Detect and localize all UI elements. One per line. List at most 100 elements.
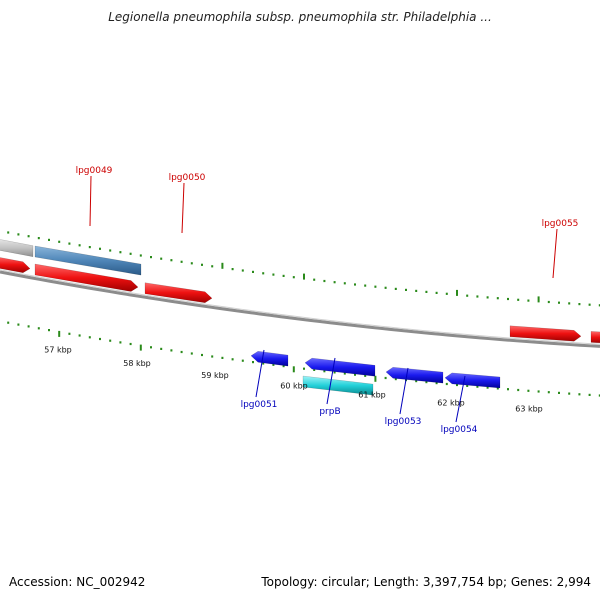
minor-tick: [27, 235, 30, 238]
major-tick: [221, 262, 224, 269]
minor-tick: [476, 385, 479, 388]
outer-tick-track: [7, 231, 600, 307]
major-tick: [303, 273, 305, 280]
minor-tick: [180, 260, 183, 263]
minor-tick: [48, 238, 50, 241]
minor-tick: [48, 329, 50, 332]
prpb-gene: [304, 357, 376, 377]
minor-tick: [343, 372, 346, 375]
minor-tick: [109, 249, 112, 252]
minor-tick: [282, 274, 285, 277]
minor-tick: [313, 368, 316, 371]
minor-tick: [578, 393, 581, 396]
minor-tick: [415, 380, 418, 383]
minor-tick: [343, 282, 346, 285]
minor-tick: [547, 300, 550, 304]
kbp-label: 61 kbp: [358, 391, 386, 400]
minor-tick: [27, 325, 30, 328]
minor-tick: [333, 371, 336, 374]
minor-tick: [190, 352, 193, 355]
minor-tick: [405, 288, 407, 291]
lpg0051-gene: [250, 350, 289, 367]
minor-tick: [425, 290, 428, 293]
kbp-label: 60 kbp: [280, 381, 308, 390]
minor-tick: [119, 251, 122, 254]
gene-feature: [0, 257, 31, 274]
minor-tick: [262, 362, 265, 365]
minor-tick: [588, 303, 591, 306]
minor-tick: [568, 392, 571, 395]
minor-tick: [7, 231, 10, 234]
lpg0054-label: lpg0054: [441, 425, 478, 435]
minor-tick: [354, 283, 356, 286]
minor-tick: [241, 359, 244, 362]
minor-tick: [272, 273, 275, 276]
gene-track: [0, 239, 600, 396]
lpg0050-gene: [144, 282, 213, 304]
minor-tick: [252, 270, 254, 273]
genome-backbone: [0, 269, 600, 348]
minor-tick: [456, 383, 458, 387]
genome-title: Legionella pneumophila subsp. pneumophil…: [108, 10, 492, 24]
minor-tick: [190, 262, 193, 265]
minor-tick: [496, 387, 499, 390]
minor-tick: [201, 353, 203, 357]
kbp-label: 58 kbp: [123, 359, 151, 368]
minor-tick: [578, 303, 581, 306]
minor-tick: [252, 361, 254, 364]
minor-tick: [333, 281, 336, 284]
minor-tick: [323, 370, 326, 373]
minor-tick: [211, 265, 214, 268]
minor-tick: [435, 382, 438, 385]
minor-tick: [17, 323, 20, 326]
minor-tick: [231, 268, 234, 271]
genome-summary: Topology: circular; Length: 3,397,754 bp…: [261, 575, 591, 589]
lpg0049-label: lpg0049: [76, 166, 113, 176]
minor-tick: [394, 378, 397, 381]
minor-tick: [37, 237, 40, 240]
minor-tick: [88, 336, 91, 339]
backbone-line: [0, 270, 600, 348]
minor-tick: [547, 391, 550, 394]
lpg0054-leader: [455, 375, 466, 423]
major-tick: [58, 330, 61, 337]
minor-tick: [160, 347, 163, 350]
minor-tick: [598, 394, 600, 397]
minor-tick: [78, 244, 81, 247]
minor-tick: [374, 285, 377, 288]
kbp-label: 63 kbp: [515, 405, 543, 414]
minor-tick: [486, 296, 489, 299]
minor-tick: [517, 298, 520, 301]
prpb-label: prpB: [319, 407, 340, 417]
minor-tick: [231, 358, 234, 361]
major-tick: [456, 289, 458, 296]
minor-tick: [364, 374, 367, 377]
label-leaders: [89, 175, 558, 423]
minor-tick: [37, 327, 40, 330]
lpg0050-label: lpg0050: [169, 173, 206, 183]
lpg0049-leader: [89, 175, 92, 227]
minor-tick: [527, 389, 530, 392]
accession-label: Accession: NC_002942: [9, 575, 146, 589]
lpg0050-leader: [181, 182, 185, 234]
minor-tick: [272, 363, 275, 366]
minor-tick: [323, 279, 326, 283]
major-tick: [374, 375, 377, 382]
minor-tick: [588, 393, 591, 396]
minor-tick: [384, 376, 387, 380]
minor-tick: [68, 332, 71, 335]
minor-tick: [241, 269, 244, 272]
minor-tick: [262, 272, 265, 275]
minor-tick: [99, 337, 101, 341]
minor-tick: [150, 256, 152, 259]
lpg0055-leader: [552, 228, 558, 279]
lpg0055-label: lpg0055: [542, 219, 579, 229]
minor-tick: [109, 339, 112, 342]
minor-tick: [384, 286, 387, 289]
minor-tick: [303, 367, 305, 370]
lpg0051-label: lpg0051: [241, 400, 278, 410]
major-tick: [537, 296, 540, 303]
minor-tick: [507, 297, 509, 301]
gene-feature: [302, 375, 374, 396]
minor-tick: [354, 373, 356, 376]
